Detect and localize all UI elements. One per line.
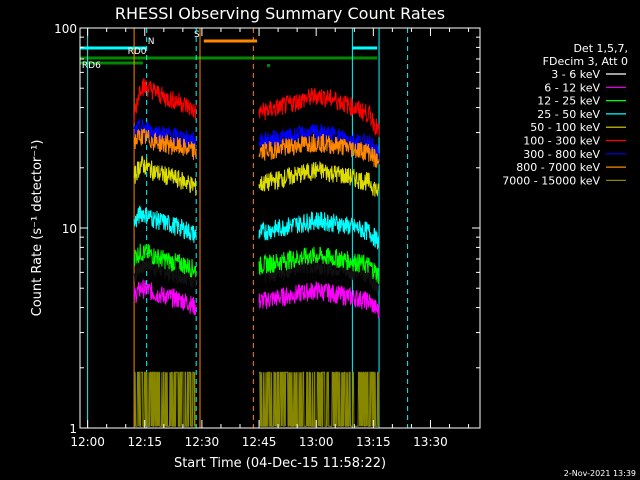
y-tick-label-1: 10	[62, 222, 77, 236]
series-line-4-0	[133, 155, 197, 196]
y-axis-label: Count Rate (s⁻¹ detector⁻¹)	[30, 140, 45, 317]
footer-timestamp: 2-Nov-2021 13:39	[564, 469, 636, 478]
x-tick-label-3: 12:45	[242, 435, 277, 449]
legend-label-0: 3 - 6 keV	[551, 68, 600, 81]
series-line-2-0	[133, 243, 197, 278]
x-tick-label-0: 12:00	[70, 435, 105, 449]
series-line-7-1	[258, 133, 380, 168]
flag-label-n: N	[148, 37, 155, 47]
series-line-3-0	[133, 205, 197, 243]
legend-label-5: 100 - 300 keV	[523, 135, 600, 148]
x-tick-label-1: 12:15	[127, 435, 162, 449]
series-line-4-1	[258, 160, 380, 198]
series-lines	[133, 77, 380, 427]
series-line-5-0	[133, 77, 197, 123]
y-axis: 1 10 100	[54, 22, 480, 436]
legend-label-2: 12 - 25 keV	[537, 95, 600, 108]
flag-label-rd6: RD6	[82, 61, 101, 71]
flag-dot	[267, 64, 271, 67]
x-tick-label-2: 12:30	[185, 435, 220, 449]
flag-label-rd0: RD0	[128, 47, 147, 57]
x-axis-label: Start Time (04-Dec-15 11:58:22)	[174, 456, 386, 471]
legend-label-7: 800 - 7000 keV	[516, 161, 600, 174]
legend-header-1: FDecim 3, Att 0	[543, 55, 628, 68]
legend-header-0: Det 1,5,7,	[573, 42, 628, 55]
legend-label-1: 6 - 12 keV	[544, 81, 600, 94]
series-line-2-1	[258, 246, 380, 285]
chart-title: RHESSI Observing Summary Count Rates	[115, 4, 445, 23]
flag-bars: N S RD0 RD6	[80, 30, 378, 71]
x-tick-label-5: 13:15	[356, 435, 391, 449]
series-line-7-0	[133, 128, 197, 160]
legend-label-3: 25 - 50 keV	[537, 108, 600, 121]
series-line-1-1	[258, 281, 380, 319]
series-line-5-1	[258, 88, 380, 138]
series-line-3-1	[258, 211, 380, 250]
series-line-8-1	[259, 371, 380, 427]
series-line-8-0	[134, 371, 197, 427]
series-line-0-0	[133, 254, 197, 288]
y-tick-label-2: 100	[54, 22, 77, 36]
x-tick-label-4: 13:00	[299, 435, 334, 449]
x-tick-label-6: 13:30	[413, 435, 448, 449]
x-axis: 12:00 12:15 12:30 12:45 13:00 13:15 13:30	[70, 28, 470, 449]
y-tick-label-0: 1	[69, 422, 77, 436]
legend-label-6: 300 - 800 keV	[523, 148, 600, 161]
legend-label-8: 7000 - 15000 keV	[502, 174, 600, 187]
series-line-1-0	[133, 279, 197, 316]
flag-label-s: S	[194, 30, 200, 40]
legend-label-4: 50 - 100 keV	[530, 121, 600, 134]
